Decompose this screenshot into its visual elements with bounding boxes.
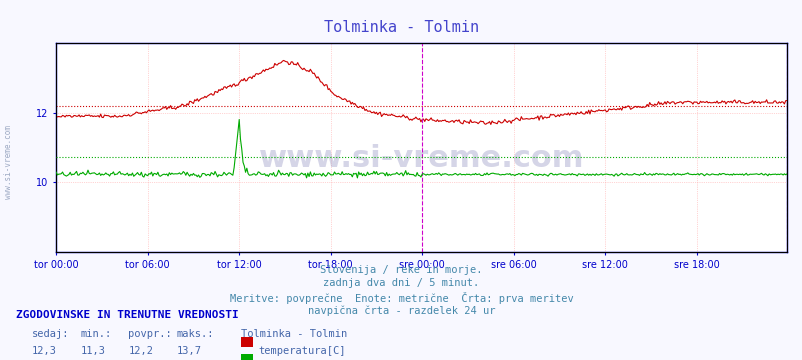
Text: Tolminka - Tolmin: Tolminka - Tolmin bbox=[241, 329, 346, 339]
Text: zadnja dva dni / 5 minut.: zadnja dva dni / 5 minut. bbox=[323, 278, 479, 288]
Text: ZGODOVINSKE IN TRENUTNE VREDNOSTI: ZGODOVINSKE IN TRENUTNE VREDNOSTI bbox=[16, 310, 238, 320]
Text: 12,2: 12,2 bbox=[128, 346, 153, 356]
Text: navpična črta - razdelek 24 ur: navpična črta - razdelek 24 ur bbox=[307, 306, 495, 316]
Text: www.si-vreme.com: www.si-vreme.com bbox=[4, 125, 13, 199]
Text: 12,3: 12,3 bbox=[32, 346, 57, 356]
Text: Meritve: povprečne  Enote: metrične  Črta: prva meritev: Meritve: povprečne Enote: metrične Črta:… bbox=[229, 292, 573, 304]
Text: 11,3: 11,3 bbox=[80, 346, 105, 356]
Text: sedaj:: sedaj: bbox=[32, 329, 70, 339]
Text: Tolminka - Tolmin: Tolminka - Tolmin bbox=[323, 20, 479, 35]
Text: povpr.:: povpr.: bbox=[128, 329, 172, 339]
Text: 13,7: 13,7 bbox=[176, 346, 201, 356]
Text: temperatura[C]: temperatura[C] bbox=[258, 346, 346, 356]
Text: min.:: min.: bbox=[80, 329, 111, 339]
Text: maks.:: maks.: bbox=[176, 329, 214, 339]
Text: Slovenija / reke in morje.: Slovenija / reke in morje. bbox=[320, 265, 482, 275]
Text: www.si-vreme.com: www.si-vreme.com bbox=[258, 144, 584, 172]
